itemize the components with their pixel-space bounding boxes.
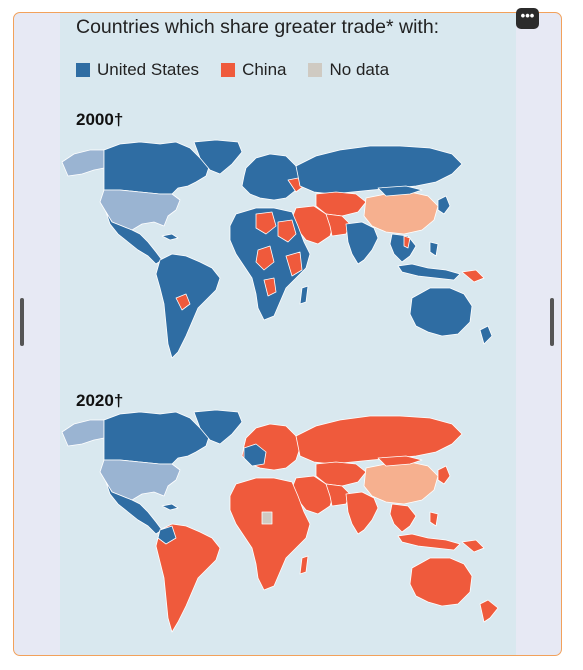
legend-swatch-no-data xyxy=(308,63,323,77)
chart-title: Countries which share greater trade* wit… xyxy=(76,16,440,38)
legend-item-china: China xyxy=(221,60,286,80)
region-new-zealand xyxy=(479,325,493,345)
region-caribbean xyxy=(161,233,179,241)
region-india xyxy=(345,221,379,265)
region-africa-china-3 xyxy=(255,245,275,271)
region-mongolia xyxy=(377,185,423,197)
region-europe xyxy=(241,153,301,201)
right-resize-handle[interactable] xyxy=(550,298,554,346)
world-map-2020 xyxy=(60,408,516,648)
region-png xyxy=(461,269,485,283)
legend-swatch-united-states xyxy=(76,63,90,77)
region-iran xyxy=(325,213,351,237)
region-greenland xyxy=(193,409,243,445)
region-caribbean xyxy=(161,503,179,511)
more-options-button[interactable]: ••• xyxy=(516,8,539,29)
year-label-2020: 2020† xyxy=(76,391,124,410)
world-map-2000 xyxy=(60,138,516,363)
legend-label-united-states: United States xyxy=(97,60,200,79)
region-africa xyxy=(229,477,311,591)
year-label-2000: 2000† xyxy=(76,110,124,129)
region-southeast-asia xyxy=(389,503,417,533)
region-central-asia xyxy=(315,461,367,487)
region-indonesia xyxy=(397,533,461,551)
region-indonesia xyxy=(397,263,461,281)
region-colombia xyxy=(157,525,177,545)
region-png xyxy=(461,539,485,553)
region-new-zealand xyxy=(479,599,499,623)
image-frame: Countries which share greater trade* wit… xyxy=(13,12,562,656)
legend-label-china: China xyxy=(242,60,287,79)
legend-label-no-data: No data xyxy=(329,60,390,79)
region-korea-japan xyxy=(437,465,451,485)
region-central-asia xyxy=(315,191,367,217)
region-australia xyxy=(409,287,473,337)
region-south-america xyxy=(155,523,221,633)
region-philippines xyxy=(429,511,439,527)
region-iran xyxy=(325,483,351,507)
region-no-data xyxy=(261,511,273,525)
legend-swatch-china xyxy=(221,63,236,77)
region-africa-china-5 xyxy=(263,277,277,297)
more-horizontal-icon: ••• xyxy=(520,8,535,23)
legend: United States China No data xyxy=(76,59,389,81)
legend-item-united-states: United States xyxy=(76,60,199,80)
region-madagascar xyxy=(299,285,309,305)
region-greenland xyxy=(193,139,243,175)
region-vietnam xyxy=(403,235,411,249)
region-africa-china-2 xyxy=(277,219,297,243)
region-australia xyxy=(409,557,473,607)
region-africa-china-1 xyxy=(255,211,277,235)
region-western-europe xyxy=(243,443,267,467)
region-korea-japan xyxy=(437,195,451,215)
region-madagascar xyxy=(299,555,309,575)
region-mongolia xyxy=(377,455,423,467)
legend-item-no-data: No data xyxy=(308,60,389,80)
left-resize-handle[interactable] xyxy=(20,298,24,346)
region-philippines xyxy=(429,241,439,257)
region-india xyxy=(345,491,379,535)
region-bolivia-paraguay xyxy=(175,293,191,311)
region-africa-china-4 xyxy=(285,251,303,277)
